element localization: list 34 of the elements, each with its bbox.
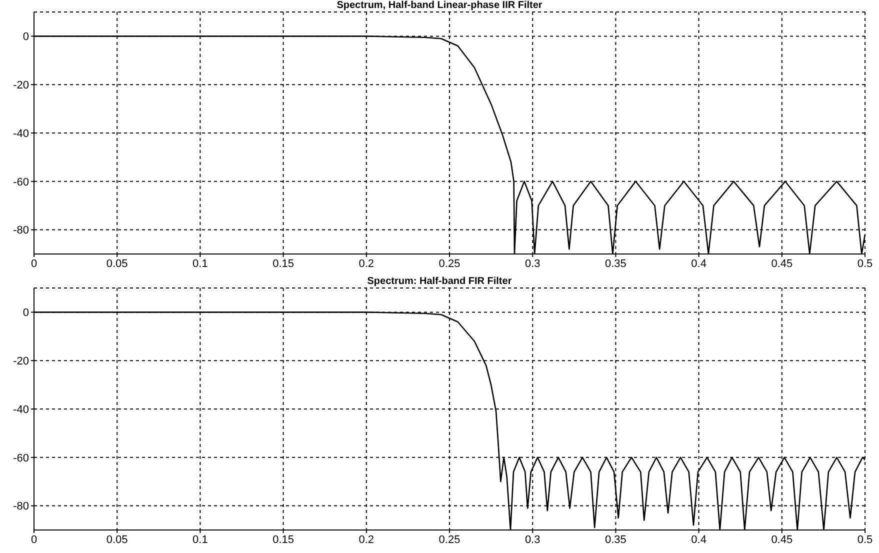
y-tick-label: 0 [22,31,29,44]
y-tick-label: -60 [13,176,29,188]
x-tick-label: 0.25 [438,258,460,270]
x-tick-label: 0.2 [358,258,374,270]
x-tick-label: 0.05 [106,258,128,270]
x-tick-label: 0.15 [272,258,294,270]
y-tick-label: -40 [13,404,29,416]
x-tick-label: 0.05 [106,534,128,546]
x-tick-label: 0.45 [771,534,793,546]
x-tick-label: 0.1 [192,258,208,270]
x-tick-label: 0.35 [604,258,626,270]
x-tick-label: 0.15 [272,534,294,546]
x-tick-label: 0 [30,534,38,546]
x-tick-label: 0 [30,258,38,270]
x-tick-label: 0.4 [691,258,706,270]
x-tick-label: 0.3 [524,534,540,546]
y-tick-label: -80 [13,500,29,513]
x-tick-label: 0.3 [524,258,540,270]
chart-title: Spectrum: Half-band FIR Filter [366,276,513,288]
x-tick-label: 0.4 [691,534,706,546]
x-tick-label: 0.5 [857,258,873,270]
y-tick-label: -80 [13,224,29,237]
x-tick-label: 0.45 [771,258,793,270]
y-tick-label: -60 [13,452,29,464]
x-tick-label: 0.35 [604,534,626,546]
y-tick-label: -20 [13,356,29,368]
x-tick-label: 0.1 [192,534,208,546]
y-tick-label: -40 [13,128,29,140]
y-tick-label: -20 [13,80,29,92]
x-tick-label: 0.5 [857,534,873,546]
y-tick-label: 0 [22,307,29,320]
x-tick-label: 0.2 [358,534,374,546]
x-tick-label: 0.25 [438,534,460,546]
chart-title: Spectrum, Half-band Linear-phase IIR Filter [336,0,544,12]
